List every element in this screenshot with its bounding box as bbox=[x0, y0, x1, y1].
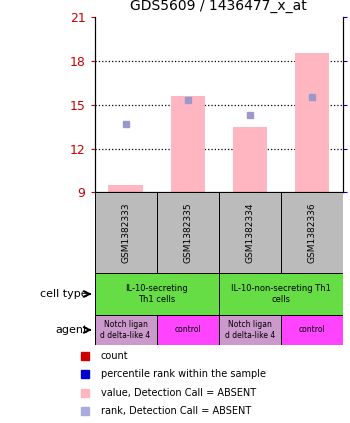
Title: GDS5609 / 1436477_x_at: GDS5609 / 1436477_x_at bbox=[130, 0, 307, 13]
Text: IL-10-non-secreting Th1
cells: IL-10-non-secreting Th1 cells bbox=[231, 284, 331, 304]
Text: GSM1382335: GSM1382335 bbox=[183, 202, 192, 263]
Bar bbox=[170, 96, 205, 192]
Bar bbox=[157, 315, 219, 345]
Text: percentile rank within the sample: percentile rank within the sample bbox=[101, 369, 266, 379]
Text: cell type: cell type bbox=[40, 289, 88, 299]
Text: GSM1382333: GSM1382333 bbox=[121, 202, 130, 263]
Text: GSM1382336: GSM1382336 bbox=[307, 202, 316, 263]
Bar bbox=[281, 315, 343, 345]
Text: IL-10-secreting
Th1 cells: IL-10-secreting Th1 cells bbox=[125, 284, 188, 304]
Text: value, Detection Call = ABSENT: value, Detection Call = ABSENT bbox=[101, 388, 256, 398]
Bar bbox=[281, 192, 343, 273]
Bar bbox=[233, 126, 267, 192]
Text: agent: agent bbox=[55, 325, 88, 335]
Bar bbox=[94, 273, 219, 315]
Text: count: count bbox=[101, 351, 128, 361]
Text: control: control bbox=[174, 325, 201, 335]
Bar bbox=[94, 315, 157, 345]
Text: GSM1382334: GSM1382334 bbox=[245, 202, 254, 263]
Bar bbox=[219, 273, 343, 315]
Bar bbox=[94, 192, 157, 273]
Bar bbox=[295, 53, 329, 192]
Text: Notch ligan
d delta-like 4: Notch ligan d delta-like 4 bbox=[100, 320, 151, 340]
Text: control: control bbox=[299, 325, 325, 335]
Text: Notch ligan
d delta-like 4: Notch ligan d delta-like 4 bbox=[225, 320, 275, 340]
Bar bbox=[219, 192, 281, 273]
Bar bbox=[157, 192, 219, 273]
Bar bbox=[219, 315, 281, 345]
Text: rank, Detection Call = ABSENT: rank, Detection Call = ABSENT bbox=[101, 407, 251, 416]
Bar bbox=[108, 185, 143, 192]
